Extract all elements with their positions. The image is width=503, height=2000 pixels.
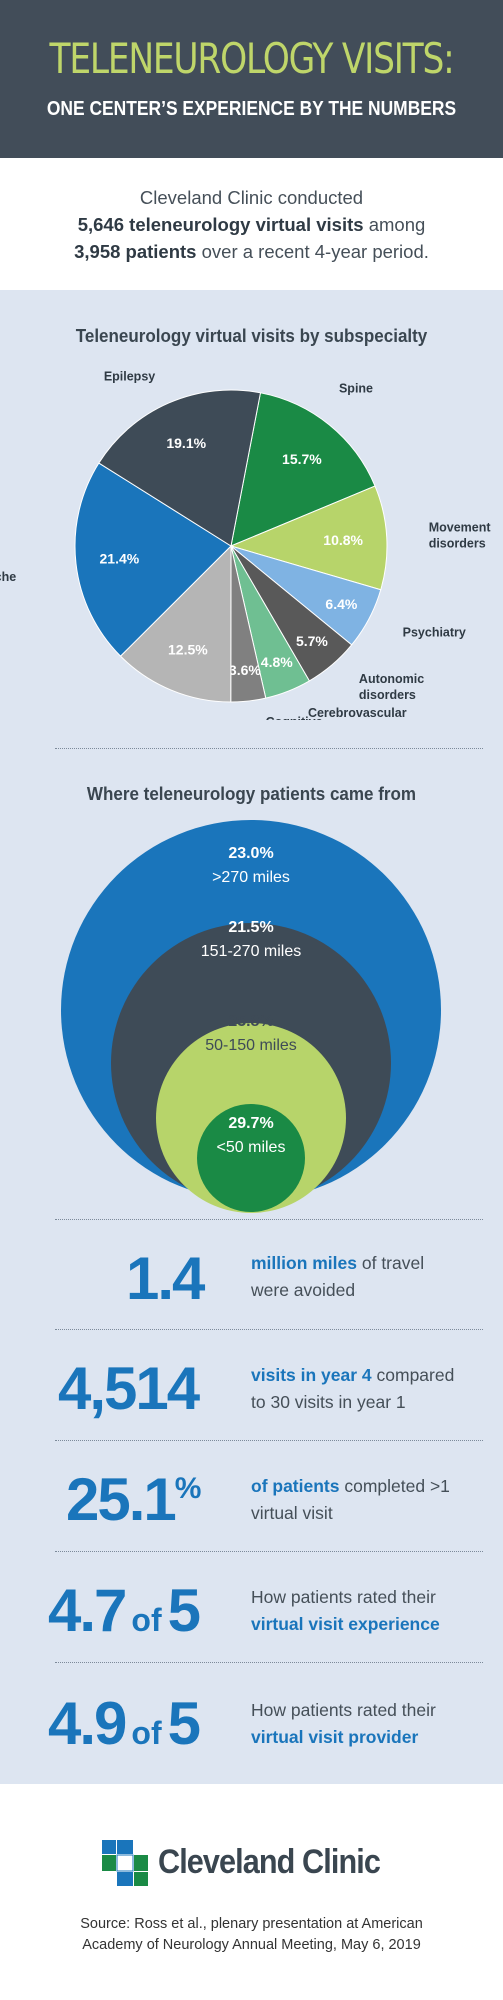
- cleveland-clinic-cross-icon: [102, 1840, 148, 1886]
- pie-value-label: 12.5%: [168, 642, 208, 658]
- divider: [55, 1551, 483, 1552]
- pie-value-label: 6.4%: [325, 596, 357, 612]
- source-citation: Source: Ross et al., plenary presentatio…: [0, 1914, 503, 1956]
- brand-name: Cleveland Clinic: [158, 1843, 381, 1881]
- stat-number: 1.4: [126, 1245, 205, 1312]
- circles-chart-title: Where teleneurology patients came from: [86, 783, 417, 804]
- pie-category-label: Spine: [339, 381, 373, 395]
- intro-line-2: 5,646 teleneurology virtual visits among: [0, 211, 503, 238]
- stat-highlight: million miles: [251, 1253, 357, 1273]
- pie-slice: [74, 462, 232, 657]
- pie-category-label: Cognitivedisorders: [266, 715, 323, 720]
- distance-range-label: <50 miles: [217, 1139, 286, 1156]
- intro-line-1: Cleveland Clinic conducted: [139, 187, 364, 208]
- intro-summary: Cleveland Clinic conducted 5,646 teleneu…: [0, 158, 503, 290]
- cleveland-clinic-logo: Cleveland Clinic: [102, 1840, 402, 1892]
- stat-highlight: of patients: [251, 1476, 340, 1496]
- divider: [55, 1329, 483, 1330]
- stat-highlight: visits in year 4: [251, 1365, 372, 1385]
- stat-text: of travel were avoided: [251, 1253, 425, 1300]
- distance-percent-label: 25.8%: [228, 1013, 273, 1030]
- subspecialty-pie-chart: 15.7% Spine 10.8% Movement disorders 6.4% Psyc…: [0, 369, 492, 720]
- source-line: Source: Ross et al., plenary presentatio…: [80, 1916, 423, 1932]
- stat-provider-rating: 4.9 of 5 How patients rated their virtual v…: [0, 1689, 503, 1799]
- stat-highlight: virtual visit experience: [251, 1614, 440, 1634]
- stat-description: of patients completed >1 virtual visit: [251, 1473, 466, 1527]
- stat-patients-multiple-visits: 25.1% of patients completed >1 virtual v…: [0, 1465, 503, 1575]
- stat-number: 25.1%: [66, 1465, 201, 1534]
- pie-slice: [98, 389, 262, 547]
- pie-value-label: 3.6%: [229, 662, 261, 678]
- page-subtitle: ONE CENTER’S EXPERIENCE BY THE NUMBERS: [46, 97, 457, 120]
- stat-highlight: virtual visit provider: [251, 1727, 419, 1747]
- stat-scale: 5: [167, 1690, 201, 1757]
- stat-description: How patients rated their virtual visit ex…: [251, 1584, 466, 1638]
- intro-patients-count: 3,958 patients: [74, 241, 197, 262]
- stat-miles-avoided: 1.4 million miles of travel were avoided: [0, 1244, 503, 1354]
- divider: [55, 1662, 483, 1663]
- distance-nested-circles-chart: 23.0% >270 miles 21.5% 151-270 miles 25.8% 50…: [61, 820, 441, 1213]
- pie-slice: [230, 392, 376, 547]
- stat-visits-year-4: 4,514 visits in year 4 compared to 30 vi…: [0, 1354, 503, 1464]
- stat-number: 4.9 of 5: [48, 1689, 201, 1758]
- page-title: TELENEUROLOGY VISITS:: [49, 34, 455, 83]
- stat-of: of: [131, 1715, 162, 1751]
- pie-value-label: 4.8%: [261, 654, 293, 670]
- stat-value: 4.9: [48, 1690, 127, 1757]
- pie-category-label: Cerebrovasculardisease: [308, 706, 407, 720]
- distance-range-label: 50-150 miles: [205, 1037, 297, 1054]
- pie-value-label: 15.7%: [282, 451, 322, 467]
- pie-slice: [229, 485, 388, 591]
- pie-value-label: 5.7%: [296, 633, 328, 649]
- distance-range-label: >270 miles: [212, 869, 290, 886]
- stat-of: of: [131, 1602, 162, 1638]
- stat-value: 4.7: [48, 1577, 127, 1644]
- header: TELENEUROLOGY VISITS: ONE CENTER’S EXPER…: [0, 0, 503, 158]
- pie-category-label: Movement disorders: [429, 521, 492, 551]
- pie-value-label: 10.8%: [323, 532, 363, 548]
- stat-text: How patients rated their: [251, 1587, 436, 1607]
- distance-percent-label: 23.0%: [228, 845, 273, 862]
- pie-category-label: Autonomic disorders: [359, 672, 424, 702]
- distance-percent-label: 29.7%: [228, 1115, 273, 1132]
- pie-category-label: Epilepsy: [104, 369, 155, 383]
- divider: [55, 1440, 483, 1441]
- divider: [55, 1219, 483, 1220]
- pie-value-label: 19.1%: [166, 435, 206, 451]
- pie-value-label: 21.4%: [100, 551, 140, 567]
- distance-percent-label: 21.5%: [228, 919, 273, 936]
- intro-visits-count: 5,646 teleneurology virtual visits: [77, 214, 364, 235]
- stat-unit: %: [174, 1472, 202, 1505]
- stat-experience-rating: 4.7 of 5 How patients rated their virtual v…: [0, 1576, 503, 1686]
- stat-description: million miles of travel were avoided: [251, 1250, 466, 1304]
- footer: Cleveland Clinic Source: Ross et al., pl…: [0, 1784, 503, 2000]
- stat-value: 25.1: [66, 1466, 177, 1533]
- pie-category-label: Headache: [0, 570, 16, 584]
- pie-slice: [119, 544, 232, 703]
- stat-text: compared to 30 visits in year 1: [251, 1365, 455, 1412]
- pie-chart-title: Teleneurology virtual visits by subspeci…: [75, 325, 428, 346]
- intro-line-3: 3,958 patients over a recent 4-year peri…: [0, 238, 503, 265]
- pie-category-label: Psychiatry: [403, 625, 466, 639]
- source-line: Academy of Neurology Annual Meeting, May…: [82, 1937, 421, 1953]
- distance-range-label: 151-270 miles: [201, 943, 302, 960]
- stat-text: completed >1 virtual visit: [251, 1476, 450, 1523]
- intro-line-3-rest: over a recent 4-year period.: [196, 241, 429, 262]
- stat-number: 4,514: [58, 1355, 200, 1422]
- divider: [55, 748, 483, 749]
- stat-text: How patients rated their: [251, 1700, 436, 1720]
- stat-description: How patients rated their virtual visit pr…: [251, 1697, 466, 1751]
- stat-scale: 5: [167, 1577, 201, 1644]
- distance-circle: [197, 1104, 305, 1212]
- stat-number: 4.7 of 5: [48, 1576, 201, 1645]
- stat-description: visits in year 4 compared to 30 visits i…: [251, 1362, 466, 1416]
- intro-line-2-rest: among: [363, 214, 426, 235]
